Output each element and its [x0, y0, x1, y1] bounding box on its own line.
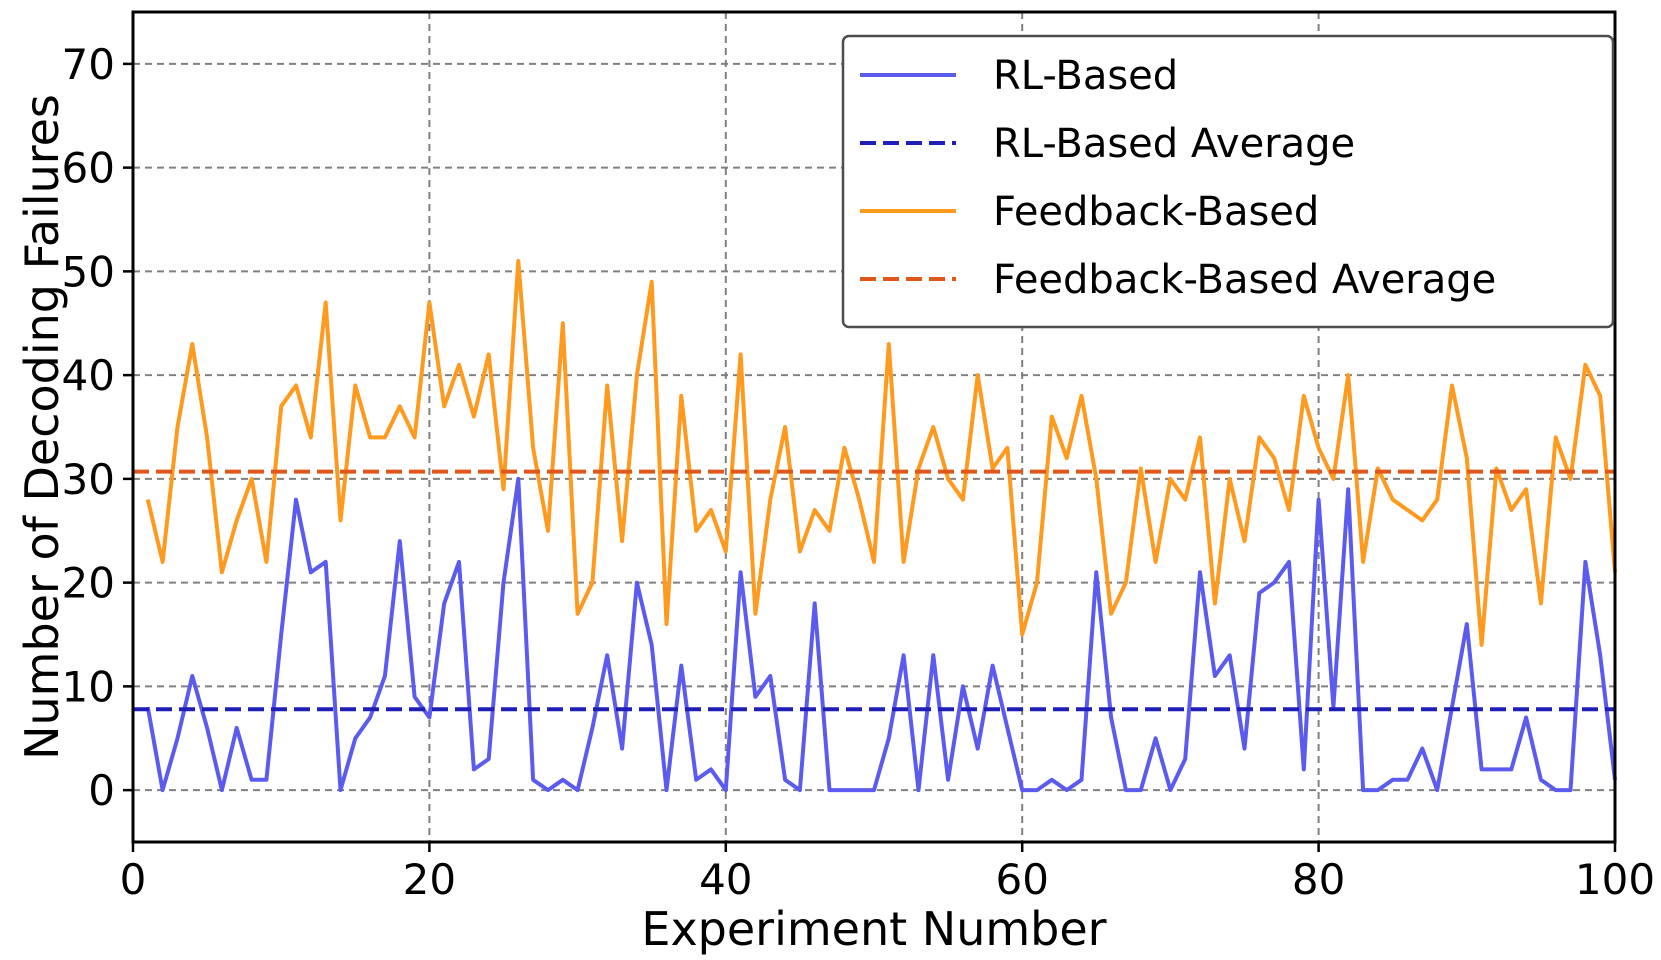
legend-box: [841, 34, 1615, 329]
legend: RL-Based RL-Based Average Feedback-Based Fe…: [841, 34, 1615, 329]
y-tick-label: 40: [62, 351, 115, 400]
x-tick-label: 40: [699, 855, 752, 904]
y-axis-title: Number of Decoding Failures: [15, 94, 69, 760]
axis-ticks: 0 20 40 60 80 100 0 10 20 30 40 50 60 70: [62, 40, 1656, 904]
y-tick-label: 20: [62, 559, 115, 608]
legend-label-feedback-based: Feedback-Based: [993, 189, 1319, 235]
plot-series: [133, 259, 1617, 793]
plot-frame: [131, 10, 1617, 844]
y-tick-label: 0: [88, 766, 115, 815]
y-tick-label: 70: [62, 40, 115, 89]
y-tick-label: 60: [62, 144, 115, 193]
rl-based-line: [145, 476, 1617, 793]
x-tick-label: 0: [120, 855, 147, 904]
x-axis-title: Experiment Number: [641, 902, 1106, 956]
x-tick-label: 100: [1575, 855, 1655, 904]
feedback-based-line: [145, 259, 1617, 647]
x-tick-label: 60: [995, 855, 1048, 904]
legend-label-feedback-based-average: Feedback-Based Average: [993, 257, 1496, 303]
y-tick-label: 50: [62, 247, 115, 296]
legend-label-rl-based: RL-Based: [993, 53, 1178, 99]
y-tick-label: 30: [62, 455, 115, 504]
x-tick-label: 20: [403, 855, 456, 904]
x-tick-label: 80: [1292, 855, 1345, 904]
legend-label-rl-based-average: RL-Based Average: [993, 121, 1355, 167]
y-tick-label: 10: [62, 662, 115, 711]
